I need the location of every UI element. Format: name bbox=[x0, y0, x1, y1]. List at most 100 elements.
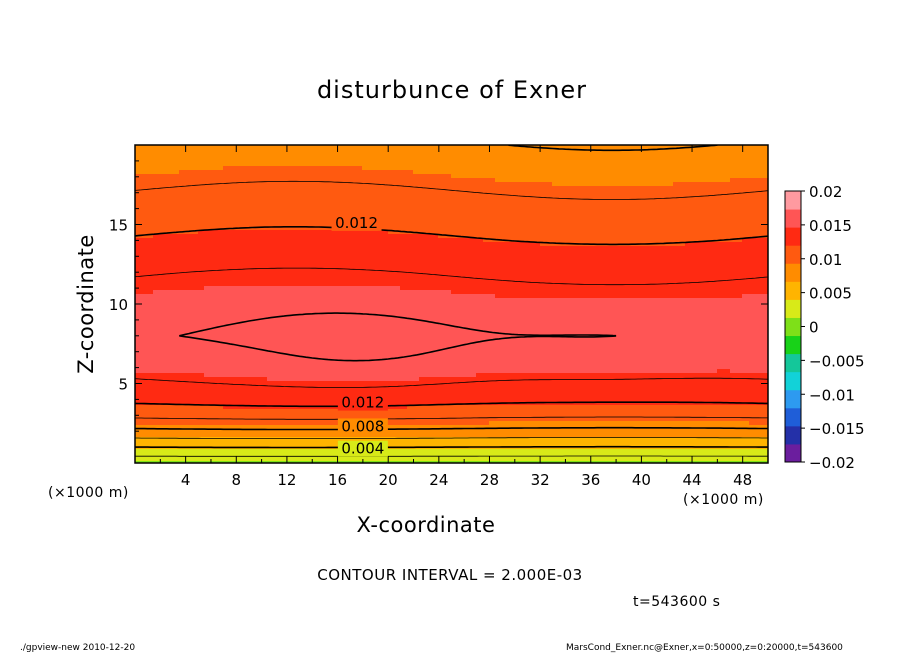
heatmap-cell bbox=[166, 411, 174, 417]
heatmap-cell bbox=[502, 395, 510, 401]
heatmap-cell bbox=[153, 419, 162, 425]
heatmap-cell bbox=[388, 232, 396, 238]
heatmap-cell bbox=[135, 304, 143, 309]
heatmap-cell bbox=[356, 331, 364, 337]
heatmap-cell bbox=[527, 351, 535, 357]
heatmap-cell bbox=[508, 244, 516, 250]
heatmap-cell bbox=[413, 319, 421, 325]
heatmap-cell bbox=[274, 375, 282, 381]
heatmap-cell bbox=[476, 347, 485, 353]
heatmap-cell bbox=[419, 343, 428, 349]
heatmap-cell bbox=[267, 339, 276, 345]
heatmap-cell bbox=[198, 403, 206, 409]
heatmap-cell bbox=[324, 192, 333, 198]
heatmap-cell bbox=[464, 451, 472, 457]
heatmap-cell bbox=[483, 184, 491, 190]
heatmap-cell bbox=[172, 443, 181, 449]
heatmap-cell bbox=[312, 455, 320, 461]
heatmap-cell bbox=[394, 232, 402, 238]
heatmap-cell bbox=[369, 355, 377, 361]
heatmap-cell bbox=[426, 268, 434, 274]
heatmap-cell bbox=[312, 391, 320, 397]
heatmap-cell bbox=[426, 383, 434, 389]
heatmap-cell bbox=[388, 423, 396, 429]
heatmap-cell bbox=[521, 180, 529, 186]
heatmap-cell bbox=[426, 411, 434, 417]
heatmap-cell bbox=[147, 148, 155, 154]
heatmap-cell bbox=[369, 244, 377, 250]
heatmap-cell bbox=[419, 304, 428, 309]
heatmap-cell bbox=[305, 363, 314, 369]
heatmap-cell bbox=[369, 180, 377, 186]
heatmap-cell bbox=[274, 160, 282, 166]
heatmap-cell bbox=[502, 296, 510, 302]
heatmap-cell bbox=[331, 152, 339, 158]
heatmap-cell bbox=[381, 252, 390, 258]
heatmap-cell bbox=[457, 296, 466, 302]
heatmap-cell bbox=[210, 148, 219, 154]
heatmap-cell bbox=[419, 196, 428, 202]
heatmap-cell bbox=[350, 252, 358, 258]
heatmap-cell bbox=[394, 431, 402, 437]
heatmap-cell bbox=[457, 339, 466, 345]
heatmap-cell bbox=[470, 192, 478, 198]
heatmap-cell bbox=[356, 184, 364, 190]
heatmap-cell bbox=[236, 268, 244, 274]
heatmap-cell bbox=[172, 248, 181, 254]
heatmap-cell bbox=[350, 188, 358, 194]
heatmap-cell bbox=[293, 236, 301, 242]
heatmap-cell bbox=[236, 296, 244, 302]
heatmap-cell bbox=[476, 359, 485, 365]
heatmap-cell bbox=[337, 327, 345, 333]
heatmap-cell bbox=[172, 300, 181, 305]
heatmap-cell bbox=[198, 272, 206, 278]
heatmap-cell bbox=[388, 260, 396, 266]
heatmap-cell bbox=[280, 339, 288, 345]
heatmap-cell bbox=[324, 419, 333, 425]
heatmap-cell bbox=[495, 148, 504, 154]
heatmap-cell bbox=[476, 180, 485, 186]
heatmap-cell bbox=[432, 359, 440, 365]
heatmap-cell bbox=[381, 355, 390, 361]
heatmap-cell bbox=[527, 391, 535, 397]
heatmap-cell bbox=[400, 216, 409, 222]
heatmap-cell bbox=[204, 311, 212, 317]
heatmap-cell bbox=[166, 268, 174, 274]
heatmap-cell bbox=[261, 435, 269, 441]
heatmap-cell bbox=[210, 304, 219, 309]
heatmap-cell bbox=[261, 248, 269, 254]
heatmap-cell bbox=[147, 152, 155, 158]
heatmap-cell bbox=[470, 168, 478, 174]
heatmap-cell bbox=[160, 375, 168, 381]
heatmap-cell bbox=[305, 383, 314, 389]
heatmap-cell bbox=[153, 152, 162, 158]
heatmap-cell bbox=[267, 164, 276, 170]
heatmap-cell bbox=[280, 323, 288, 329]
heatmap-cell bbox=[514, 232, 523, 238]
heatmap-cell bbox=[299, 355, 307, 361]
heatmap-cell bbox=[369, 367, 377, 373]
heatmap-cell bbox=[318, 431, 326, 437]
heatmap-cell bbox=[343, 188, 352, 194]
heatmap-cell bbox=[261, 145, 269, 150]
heatmap-cell bbox=[362, 176, 371, 182]
heatmap-cell bbox=[343, 248, 352, 254]
heatmap-cell bbox=[312, 315, 320, 321]
heatmap-cell bbox=[476, 296, 485, 302]
heatmap-cell bbox=[248, 208, 257, 214]
heatmap-cell bbox=[280, 188, 288, 194]
heatmap-cell bbox=[299, 252, 307, 258]
heatmap-cell bbox=[166, 304, 174, 309]
heatmap-cell bbox=[179, 407, 187, 413]
heatmap-cell bbox=[362, 327, 371, 333]
heatmap-cell bbox=[141, 427, 149, 433]
heatmap-cell bbox=[356, 288, 364, 294]
heatmap-cell bbox=[318, 343, 326, 349]
heatmap-cell bbox=[255, 435, 263, 441]
heatmap-cell bbox=[153, 288, 162, 294]
heatmap-cell bbox=[394, 323, 402, 329]
heatmap-cell bbox=[191, 160, 200, 166]
heatmap-cell bbox=[267, 184, 276, 190]
heatmap-cell bbox=[413, 148, 421, 154]
